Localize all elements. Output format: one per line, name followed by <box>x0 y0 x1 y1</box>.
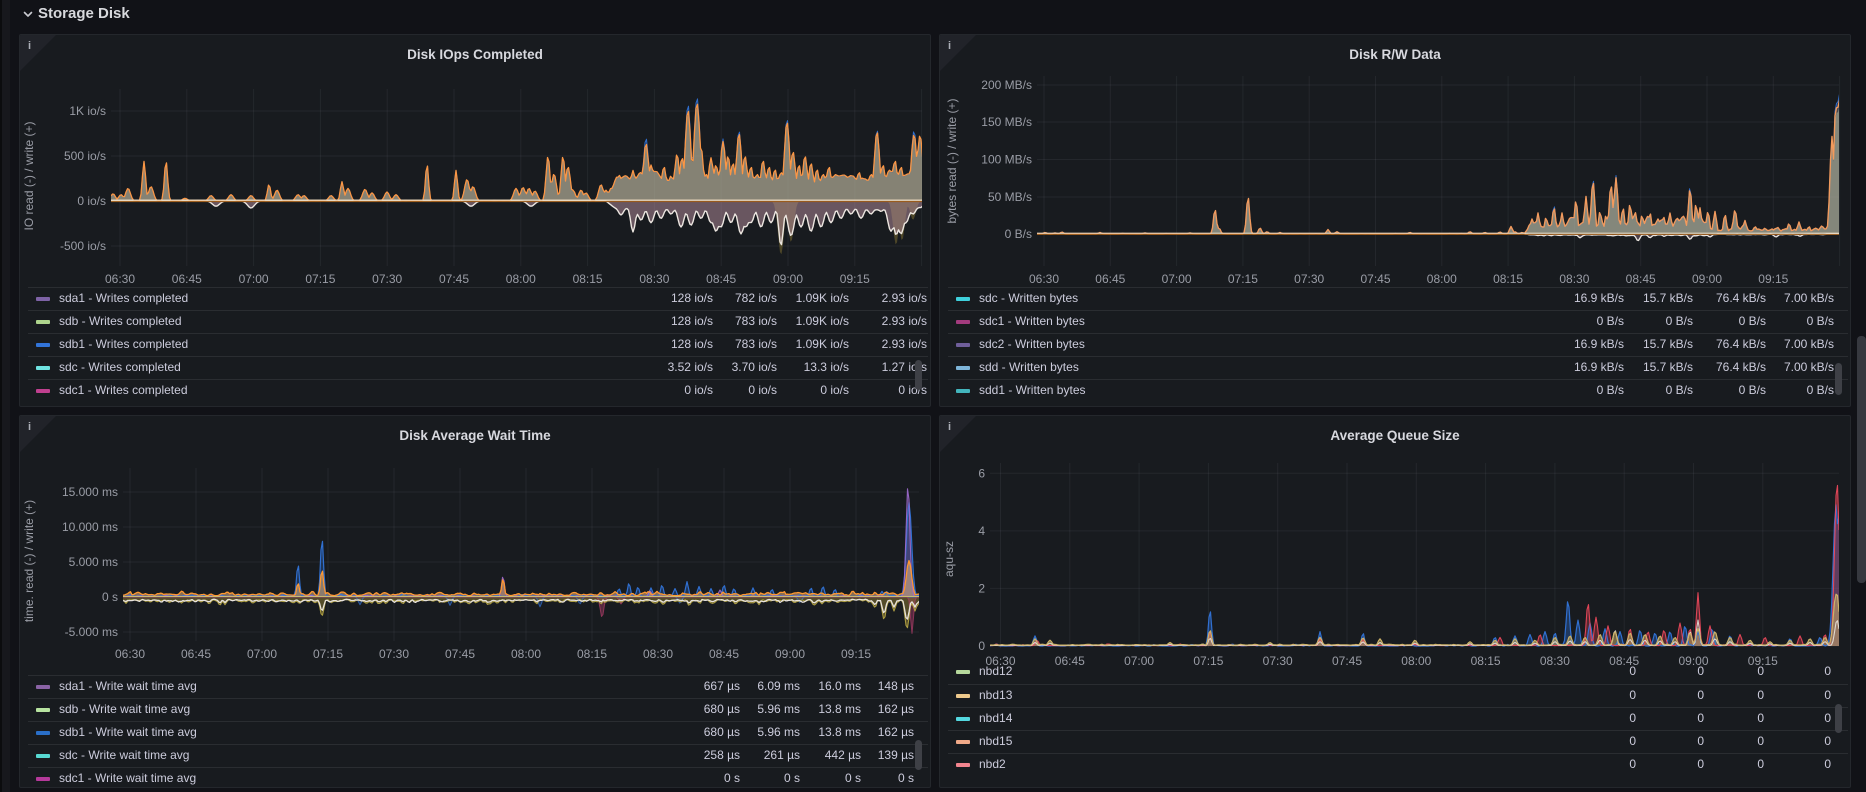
svg-text:08:30: 08:30 <box>639 272 669 286</box>
svg-text:0 io/s: 0 io/s <box>77 194 106 208</box>
svg-text:07:45: 07:45 <box>1332 654 1362 668</box>
svg-text:07:00: 07:00 <box>239 272 269 286</box>
svg-text:07:30: 07:30 <box>1294 272 1324 286</box>
svg-text:07:30: 07:30 <box>372 272 402 286</box>
svg-text:aqu-sz: aqu-sz <box>942 541 956 577</box>
svg-text:08:00: 08:00 <box>1401 654 1431 668</box>
svg-text:08:15: 08:15 <box>1471 654 1501 668</box>
svg-text:07:45: 07:45 <box>445 647 475 661</box>
svg-text:07:00: 07:00 <box>247 647 277 661</box>
svg-text:07:00: 07:00 <box>1162 272 1192 286</box>
svg-text:200 MB/s: 200 MB/s <box>981 78 1032 92</box>
svg-text:08:45: 08:45 <box>1626 272 1656 286</box>
svg-text:500 io/s: 500 io/s <box>64 149 106 163</box>
svg-text:09:00: 09:00 <box>1692 272 1722 286</box>
svg-text:09:15: 09:15 <box>841 647 871 661</box>
svg-text:06:30: 06:30 <box>1029 272 1059 286</box>
svg-text:50 MB/s: 50 MB/s <box>988 190 1032 204</box>
svg-text:5.000 ms: 5.000 ms <box>69 555 118 569</box>
svg-text:0: 0 <box>978 639 985 653</box>
svg-text:08:00: 08:00 <box>506 272 536 286</box>
svg-text:06:30: 06:30 <box>105 272 135 286</box>
svg-text:4: 4 <box>978 524 985 538</box>
svg-text:07:45: 07:45 <box>1360 272 1390 286</box>
svg-text:1K io/s: 1K io/s <box>69 104 106 118</box>
svg-text:06:45: 06:45 <box>1055 654 1085 668</box>
svg-text:07:15: 07:15 <box>313 647 343 661</box>
svg-text:07:15: 07:15 <box>1228 272 1258 286</box>
svg-text:08:30: 08:30 <box>1540 654 1570 668</box>
svg-text:08:00: 08:00 <box>511 647 541 661</box>
svg-text:07:00: 07:00 <box>1124 654 1154 668</box>
svg-text:-5.000 ms: -5.000 ms <box>65 625 118 639</box>
svg-text:08:15: 08:15 <box>577 647 607 661</box>
svg-text:06:30: 06:30 <box>115 647 145 661</box>
svg-text:08:30: 08:30 <box>643 647 673 661</box>
svg-text:07:45: 07:45 <box>439 272 469 286</box>
svg-text:6: 6 <box>978 466 985 480</box>
svg-text:09:15: 09:15 <box>840 272 870 286</box>
svg-text:10.000 ms: 10.000 ms <box>62 520 118 534</box>
svg-text:07:15: 07:15 <box>1193 654 1223 668</box>
svg-text:2: 2 <box>978 581 985 595</box>
svg-text:150 MB/s: 150 MB/s <box>981 115 1032 129</box>
svg-text:-500 io/s: -500 io/s <box>60 239 106 253</box>
svg-text:09:00: 09:00 <box>1678 654 1708 668</box>
svg-text:bytes read (-) / write (+): bytes read (-) / write (+) <box>945 98 959 223</box>
svg-text:08:45: 08:45 <box>1609 654 1639 668</box>
svg-text:08:15: 08:15 <box>573 272 603 286</box>
svg-text:07:15: 07:15 <box>305 272 335 286</box>
svg-text:07:30: 07:30 <box>379 647 409 661</box>
svg-text:IO read (-) / write (+): IO read (-) / write (+) <box>22 121 36 230</box>
svg-text:08:45: 08:45 <box>709 647 739 661</box>
svg-text:06:30: 06:30 <box>985 654 1015 668</box>
svg-text:100 MB/s: 100 MB/s <box>981 153 1032 167</box>
svg-text:0 B/s: 0 B/s <box>1005 227 1032 241</box>
svg-text:08:15: 08:15 <box>1493 272 1523 286</box>
svg-text:06:45: 06:45 <box>172 272 202 286</box>
svg-text:09:00: 09:00 <box>775 647 805 661</box>
svg-text:09:15: 09:15 <box>1748 654 1778 668</box>
svg-text:09:00: 09:00 <box>773 272 803 286</box>
svg-text:06:45: 06:45 <box>1095 272 1125 286</box>
svg-text:08:45: 08:45 <box>706 272 736 286</box>
svg-text:time. read (-) / write (+): time. read (-) / write (+) <box>22 500 36 622</box>
svg-text:0 s: 0 s <box>102 590 118 604</box>
svg-text:08:30: 08:30 <box>1559 272 1589 286</box>
svg-text:15.000 ms: 15.000 ms <box>62 485 118 499</box>
svg-text:06:45: 06:45 <box>181 647 211 661</box>
svg-text:07:30: 07:30 <box>1263 654 1293 668</box>
svg-text:09:15: 09:15 <box>1758 272 1788 286</box>
svg-text:08:00: 08:00 <box>1427 272 1457 286</box>
